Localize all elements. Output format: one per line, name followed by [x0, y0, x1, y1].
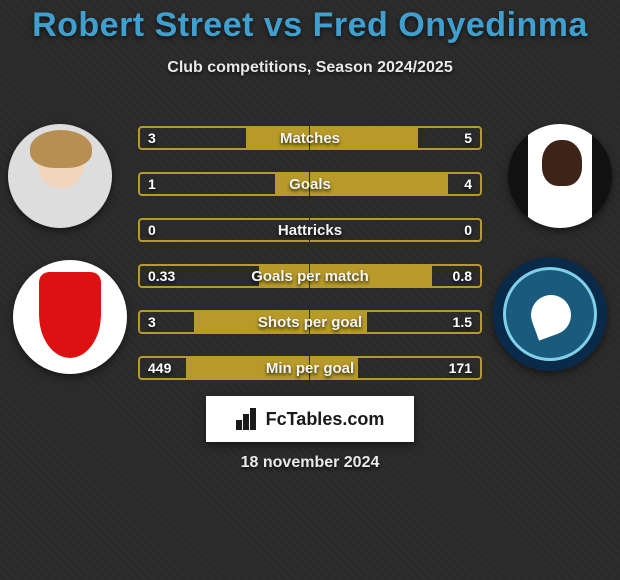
stat-left-half: 3 — [138, 126, 310, 150]
stat-left-value: 3 — [138, 310, 166, 334]
stat-left-value: 0.33 — [138, 264, 185, 288]
stat-left-value: 0 — [138, 218, 166, 242]
stat-right-value: 4 — [454, 172, 482, 196]
club-left-crest — [13, 260, 127, 374]
stat-row: 449171Min per goal — [138, 356, 482, 380]
stat-row: 35Matches — [138, 126, 482, 150]
subtitle: Club competitions, Season 2024/2025 — [0, 59, 620, 77]
stat-left-half: 3 — [138, 310, 310, 334]
stat-row: 0.330.8Goals per match — [138, 264, 482, 288]
page-title: Robert Street vs Fred Onyedinma — [0, 0, 620, 45]
stat-left-value: 3 — [138, 126, 166, 150]
stat-right-half: 1.5 — [310, 310, 482, 334]
date-footer: 18 november 2024 — [0, 454, 620, 472]
stat-left-half: 1 — [138, 172, 310, 196]
stat-right-value: 0.8 — [443, 264, 482, 288]
stat-left-value: 1 — [138, 172, 166, 196]
stat-right-value: 1.5 — [443, 310, 482, 334]
watermark: FcTables.com — [206, 396, 414, 442]
player-right-avatar — [508, 124, 612, 228]
stat-right-value: 171 — [439, 356, 482, 380]
stat-row: 31.5Shots per goal — [138, 310, 482, 334]
stat-left-value: 449 — [138, 356, 181, 380]
stat-left-half: 0 — [138, 218, 310, 242]
player-left-avatar — [8, 124, 112, 228]
stat-row: 00Hattricks — [138, 218, 482, 242]
stat-right-half: 0 — [310, 218, 482, 242]
stat-right-half: 5 — [310, 126, 482, 150]
stat-right-half: 171 — [310, 356, 482, 380]
stat-right-half: 0.8 — [310, 264, 482, 288]
stat-row: 14Goals — [138, 172, 482, 196]
fctables-logo-icon — [236, 408, 260, 430]
stat-right-half: 4 — [310, 172, 482, 196]
stat-right-value: 0 — [454, 218, 482, 242]
club-right-crest — [493, 257, 607, 371]
stat-left-half: 449 — [138, 356, 310, 380]
watermark-text: FcTables.com — [266, 409, 385, 430]
stat-left-half: 0.33 — [138, 264, 310, 288]
stats-bars: 35Matches14Goals00Hattricks0.330.8Goals … — [138, 126, 482, 380]
stat-right-value: 5 — [454, 126, 482, 150]
